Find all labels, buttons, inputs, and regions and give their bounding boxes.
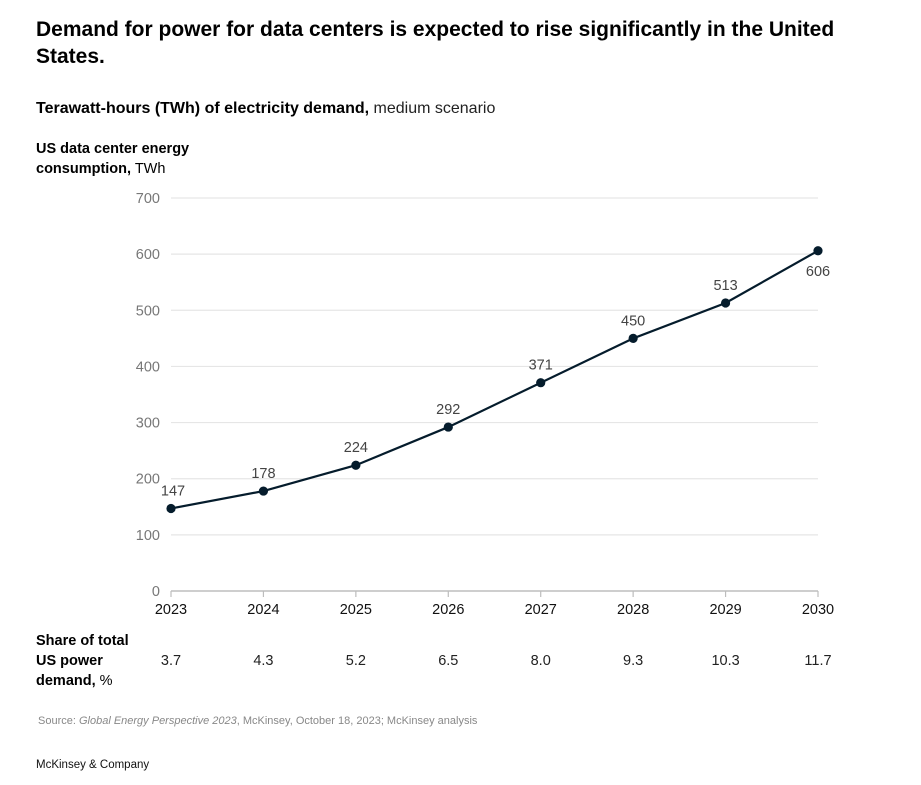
x-axis: 2023 2024 2025 2026 2027 2028 2029 2030 xyxy=(155,590,834,618)
chart-title: Demand for power for data centers is exp… xyxy=(36,18,835,68)
series-line-path xyxy=(170,249,819,510)
y-tick-label: 600 xyxy=(136,247,160,263)
subtitle-light: medium scenario xyxy=(369,100,496,117)
y-tick-label: 700 xyxy=(136,191,160,207)
data-label: 178 xyxy=(251,466,275,482)
source-title: Global Energy Perspective 2023 xyxy=(78,715,237,727)
source-rest: , McKinsey, October 18, 2023; McKinsey a… xyxy=(236,715,478,727)
x-tick-label: 2027 xyxy=(525,602,557,618)
brand-logo-text: McKinsey & Company xyxy=(36,759,150,771)
x-tick-label: 2025 xyxy=(340,602,372,618)
share-value: 4.3 xyxy=(253,653,274,669)
y-tick-label: 0 xyxy=(152,584,160,600)
data-point xyxy=(536,378,546,388)
x-tick-label: 2028 xyxy=(617,602,649,618)
y-axis-title-bold: US data center energy consumption, xyxy=(36,141,190,177)
data-point xyxy=(720,298,731,308)
share-value: 8.0 xyxy=(530,653,551,669)
share-value: 6.5 xyxy=(438,653,459,669)
share-label-unit: % xyxy=(95,673,113,689)
x-tick-label: 2030 xyxy=(802,602,834,618)
x-tick-label: 2029 xyxy=(709,602,741,618)
data-point xyxy=(351,460,361,470)
y-tick-label: 300 xyxy=(136,416,160,432)
series-line xyxy=(170,249,819,510)
y-tick-label: 100 xyxy=(136,528,160,544)
chart-subtitle: Terawatt-hours (TWh) of electricity dema… xyxy=(36,99,495,119)
source-note: Source: Global Energy Perspective 2023, … xyxy=(38,715,477,727)
share-value: 9.3 xyxy=(623,653,644,669)
x-tick-label: 2023 xyxy=(155,602,187,618)
data-label: 450 xyxy=(621,313,645,329)
data-point xyxy=(258,486,269,496)
data-point xyxy=(166,503,176,514)
data-point xyxy=(628,333,638,343)
x-tick-label: 2026 xyxy=(432,602,464,618)
y-axis-title-unit: TWh xyxy=(131,161,166,177)
data-points xyxy=(166,246,823,514)
data-label: 513 xyxy=(713,278,737,294)
share-value: 11.7 xyxy=(804,653,832,669)
data-label: 224 xyxy=(344,440,368,456)
y-axis-title: US data center energy consumption, TWh xyxy=(36,139,226,179)
share-value: 5.2 xyxy=(345,653,366,669)
gridlines xyxy=(171,197,818,536)
x-tick-label: 2024 xyxy=(247,602,279,618)
subtitle-bold: Terawatt-hours (TWh) of electricity dema… xyxy=(36,100,370,117)
data-point xyxy=(443,422,453,432)
data-label: 292 xyxy=(436,402,460,418)
share-label-bold: Share of total US power demand, xyxy=(36,633,129,689)
data-label: 606 xyxy=(806,264,830,280)
share-value: 3.7 xyxy=(160,653,182,669)
data-point xyxy=(813,246,823,256)
y-tick-label: 500 xyxy=(136,303,160,319)
source-prefix: Source: xyxy=(38,715,79,727)
y-tick-label: 400 xyxy=(136,359,160,375)
share-value: 10.3 xyxy=(711,653,740,669)
share-of-total-label: Share of total US power demand, % xyxy=(36,631,146,691)
y-tick-labels: 0 100 200 300 400 500 600 700 xyxy=(136,191,160,600)
data-label: 147 xyxy=(161,483,185,499)
y-tick-label: 200 xyxy=(136,472,160,488)
data-labels: 147 178 224 292 371 450 513 606 xyxy=(161,264,830,500)
data-label: 371 xyxy=(529,358,553,374)
